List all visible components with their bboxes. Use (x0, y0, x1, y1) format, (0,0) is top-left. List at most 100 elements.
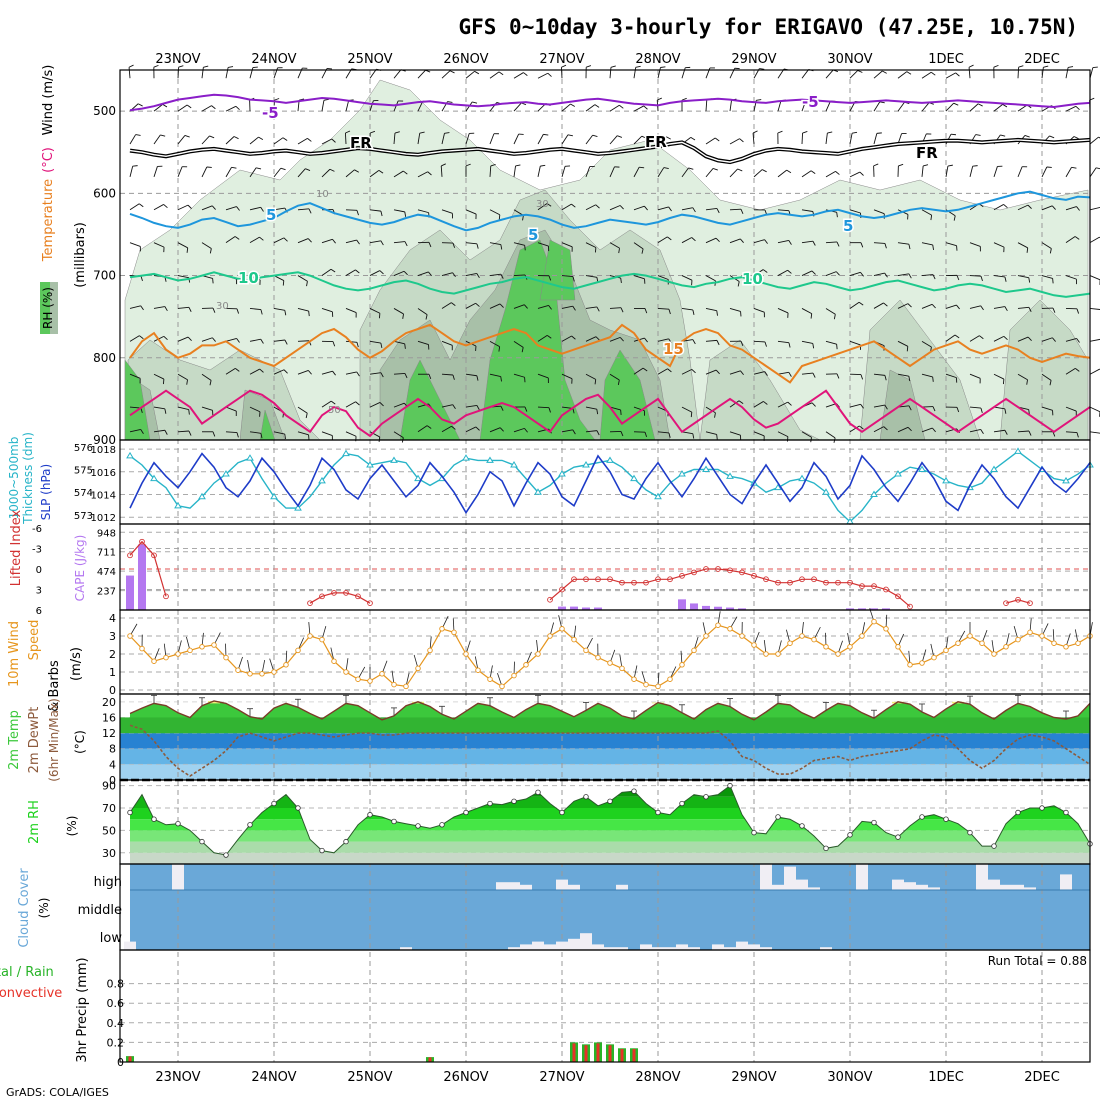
wind-barb-flag (835, 171, 840, 175)
wind-barb-flag (1068, 66, 1074, 68)
thickness-marker (1014, 447, 1022, 454)
wind-barb-flag (283, 369, 288, 374)
dew-band-0 (120, 764, 1090, 780)
thickness-marker (198, 492, 206, 500)
upper-ytick-600: 600 (93, 186, 116, 200)
wind-barb (633, 135, 643, 145)
wind10-marker (547, 633, 553, 639)
wind-barb (489, 165, 492, 177)
wind-barb (609, 336, 621, 342)
wind-barb (177, 373, 188, 381)
wind-barb (849, 209, 861, 214)
day-label-top-5: 28NOV (635, 52, 680, 67)
wind10-marker (259, 671, 265, 677)
wind-barb (897, 373, 909, 377)
cloud-low-bar (736, 941, 748, 950)
wind-barb (921, 373, 933, 378)
wind-barb (801, 100, 807, 112)
wind10-marker (475, 667, 481, 673)
wind-barb (201, 166, 208, 178)
wind-barb-flag (236, 206, 240, 211)
isotherm-10 (129, 271, 1091, 298)
wind-barb (873, 209, 885, 215)
wind-barb (777, 308, 789, 314)
wind-barb-flag (644, 432, 648, 438)
upper-label-millibars: (millibars) (73, 222, 88, 288)
slp-line (129, 452, 1091, 515)
wind-barb (177, 306, 189, 309)
day-label-bottom-7: 30NOV (827, 1070, 872, 1085)
wind-barb-flag (451, 302, 456, 306)
wind-barb (393, 133, 396, 145)
wind-barb (225, 167, 232, 178)
wind-barb (705, 431, 717, 435)
wind-barb (633, 275, 645, 280)
wind-barb (993, 406, 1005, 410)
wind-barb (273, 339, 285, 342)
wind10-marker (307, 633, 313, 639)
wind-barb-flag (305, 168, 311, 171)
cloud-label-b: (%) (37, 898, 51, 919)
rh2m-tick-50: 50 (102, 824, 116, 837)
wind-barb (1041, 242, 1052, 249)
wind-barb-flag (716, 208, 720, 214)
wind-barb (873, 373, 885, 376)
wind-barb-flag (259, 236, 264, 241)
wind-barb-flag (955, 72, 960, 77)
footer-credit: GrADS: COLA/IGES (6, 1086, 109, 1099)
temp-label-d: (°C) (73, 730, 87, 754)
wind-barb (153, 306, 165, 309)
thickness-marker (630, 474, 638, 482)
wind-barb (873, 133, 878, 145)
wind-barb (1065, 105, 1077, 112)
wind10-marker (319, 636, 325, 643)
cloud-high-bar (520, 884, 532, 890)
wind-barb (993, 275, 1005, 278)
wind-barb (969, 429, 981, 433)
day-label-top-9: 2DEC (1024, 52, 1060, 67)
wind-barb-flag (932, 244, 934, 250)
thickness-marker (822, 488, 830, 495)
wind-barb (225, 368, 236, 375)
wind-barb-flag (715, 369, 720, 375)
wind-barb-flag (979, 335, 984, 340)
wind-barb-flag (1052, 307, 1056, 313)
wind-barb-flag (355, 401, 360, 406)
wind-barb (753, 269, 764, 276)
cape-bar (138, 544, 146, 610)
thickness-marker (798, 474, 806, 482)
wind-barb (345, 209, 358, 211)
wind-barb (489, 427, 501, 433)
wind-barb (993, 335, 1005, 342)
wind-barb-flag (620, 431, 624, 437)
wind-barb (633, 105, 644, 112)
wind-barb (177, 67, 180, 79)
wind10-marker (1075, 640, 1081, 646)
rh2m-marker (727, 782, 733, 789)
cloud-low-bar (544, 944, 556, 950)
wind-barb (321, 431, 333, 436)
cape-bar (846, 608, 854, 610)
wind-barb (225, 136, 235, 145)
wind-barb (297, 168, 306, 178)
day-label-bottom-9: 2DEC (1024, 1070, 1060, 1085)
wind-barb (489, 209, 501, 216)
thickness-marker (918, 465, 926, 473)
rh2m-marker (223, 852, 229, 858)
wind-barb-flag (256, 167, 262, 170)
isotherm-label-4: FR (916, 144, 938, 162)
wind-barb-flag (452, 272, 456, 278)
day-label-bottom-5: 28NOV (635, 1070, 680, 1085)
wind-barb-flag (475, 302, 480, 307)
wind-barb-flag (617, 379, 620, 386)
cape-tick-948: 948 (97, 528, 116, 539)
wind-barb (609, 104, 620, 112)
wind-barb-flag (282, 137, 288, 141)
wind-barb-flag (572, 408, 575, 414)
wind-barb-flag (444, 132, 450, 134)
thickness-marker (606, 456, 614, 463)
upper-label-temp-unit: (°C) (41, 147, 56, 173)
wind-barb-flag (812, 343, 815, 349)
wind-barb (201, 135, 210, 145)
rh-contour-label-1: 30 (536, 199, 549, 210)
